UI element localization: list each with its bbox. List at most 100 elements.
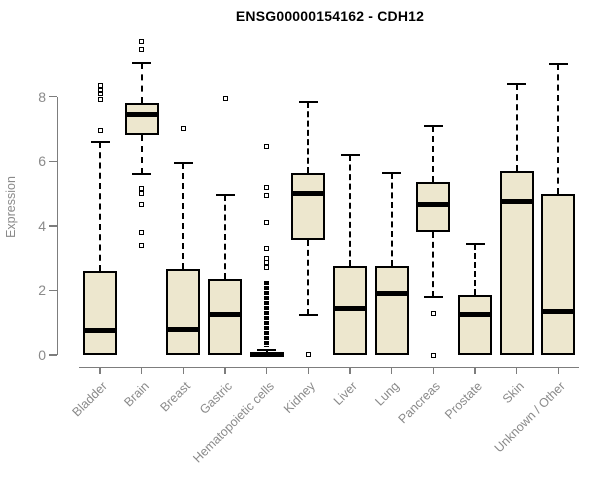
box-prostate <box>458 295 492 355</box>
upper-whisker-unknown-other <box>557 64 560 194</box>
x-axis-tick <box>265 366 268 374</box>
x-axis-tick <box>140 366 143 374</box>
upper-whisker-cap-gastric <box>215 194 235 197</box>
upper-whisker-gastric <box>224 195 226 280</box>
upper-whisker-kidney <box>307 101 310 173</box>
box-brain <box>124 103 159 136</box>
box-breast <box>166 269 201 355</box>
upper-whisker-cap-breast <box>173 161 193 164</box>
median-prostate <box>458 312 492 318</box>
outlier-point-hematopoietic-cells <box>264 255 270 261</box>
median-gastric <box>208 312 242 318</box>
y-axis-tick <box>48 289 57 292</box>
outlier-point-hematopoietic-cells <box>264 245 270 251</box>
outlier-point-bladder <box>97 97 103 103</box>
x-axis-line <box>79 366 580 368</box>
x-axis-tick <box>432 366 435 374</box>
lower-whisker-cap-brain <box>132 173 152 176</box>
x-axis-tick <box>182 366 185 374</box>
upper-whisker-skin <box>515 83 518 171</box>
x-axis-tick <box>390 366 393 374</box>
upper-whisker-lung <box>390 172 393 267</box>
outlier-point-pancreas <box>430 352 436 358</box>
outlier-point-hematopoietic-cells <box>264 192 270 198</box>
median-brain <box>124 111 159 117</box>
upper-whisker-cap-unknown-other <box>548 63 568 66</box>
y-tick-label: 0 <box>38 347 46 363</box>
upper-whisker-cap-pancreas <box>423 124 443 127</box>
upper-whisker-bladder <box>99 141 101 272</box>
lower-whisker-cap-pancreas <box>423 295 443 298</box>
lower-whisker-cap-kidney <box>298 313 318 316</box>
outlier-point-hematopoietic-cells <box>264 260 270 266</box>
median-hematopoietic-cells <box>249 351 284 357</box>
median-liver <box>333 305 367 311</box>
median-unknown-other <box>541 308 576 314</box>
x-axis-tick <box>224 366 226 374</box>
chart-title: ENSG00000154162 - CDH12 <box>235 8 425 24</box>
y-tick-label: 8 <box>38 88 46 105</box>
y-axis-tick <box>48 354 57 356</box>
upper-whisker-cap-hematopoietic-cells <box>257 349 277 352</box>
outlier-point-brain <box>139 47 145 53</box>
upper-whisker-liver <box>349 154 351 267</box>
lower-whisker-brain <box>140 135 143 175</box>
outlier-point-hematopoietic-cells <box>264 265 270 271</box>
x-axis-tick <box>557 366 560 374</box>
median-skin <box>499 199 534 205</box>
x-axis-tick <box>515 366 518 374</box>
median-pancreas <box>416 202 451 208</box>
upper-whisker-cap-skin <box>507 82 527 85</box>
box-bladder <box>83 271 117 355</box>
y-tick-label: 4 <box>38 217 46 234</box>
outlier-point-gastric <box>222 95 228 101</box>
y-axis-line <box>56 96 58 355</box>
outlier-point-bladder <box>97 87 103 93</box>
outlier-point-pancreas <box>430 310 436 316</box>
upper-whisker-cap-liver <box>340 153 360 156</box>
upper-whisker-brain <box>140 62 143 104</box>
x-axis-tick <box>307 366 310 374</box>
y-axis-label: Expression <box>4 176 18 238</box>
upper-whisker-prostate <box>474 243 476 296</box>
median-bladder <box>83 328 117 334</box>
outlier-point-bladder <box>97 128 103 134</box>
upper-whisker-cap-brain <box>132 61 152 64</box>
box-unknown-other <box>541 193 576 355</box>
y-axis-tick <box>48 95 57 98</box>
upper-whisker-cap-prostate <box>465 242 485 245</box>
upper-whisker-breast <box>182 162 185 270</box>
x-axis-tick <box>99 366 101 374</box>
median-breast <box>166 326 201 332</box>
outlier-point-bladder <box>97 82 103 88</box>
box-lung <box>374 266 409 355</box>
outlier-point-hematopoietic-cells <box>264 220 270 226</box>
x-axis-tick <box>474 366 476 374</box>
median-lung <box>374 291 409 297</box>
outlier-point-hematopoietic-cells <box>264 184 270 190</box>
upper-whisker-cap-bladder <box>90 140 110 143</box>
y-tick-label: 2 <box>38 282 46 299</box>
y-axis-tick <box>48 225 57 227</box>
median-kidney <box>291 191 326 197</box>
outlier-point-breast <box>180 126 186 132</box>
outlier-dense-band-hematopoietic-cells <box>264 280 270 347</box>
upper-whisker-cap-kidney <box>298 100 318 103</box>
box-kidney <box>291 172 326 241</box>
outlier-point-brain <box>139 186 145 192</box>
outlier-point-brain <box>139 191 145 197</box>
outlier-point-brain <box>139 39 145 45</box>
outlier-point-hematopoietic-cells <box>264 144 270 150</box>
upper-whisker-pancreas <box>432 125 435 183</box>
upper-whisker-cap-lung <box>382 171 402 174</box>
lower-whisker-pancreas <box>432 232 435 297</box>
y-tick-label: 6 <box>38 153 46 170</box>
outlier-point-brain <box>139 242 145 248</box>
outlier-point-kidney <box>305 351 311 357</box>
x-axis-tick <box>349 366 351 374</box>
outlier-point-brain <box>139 229 145 235</box>
lower-whisker-kidney <box>307 240 310 315</box>
y-axis-tick <box>48 160 57 162</box>
outlier-point-brain <box>139 202 145 208</box>
